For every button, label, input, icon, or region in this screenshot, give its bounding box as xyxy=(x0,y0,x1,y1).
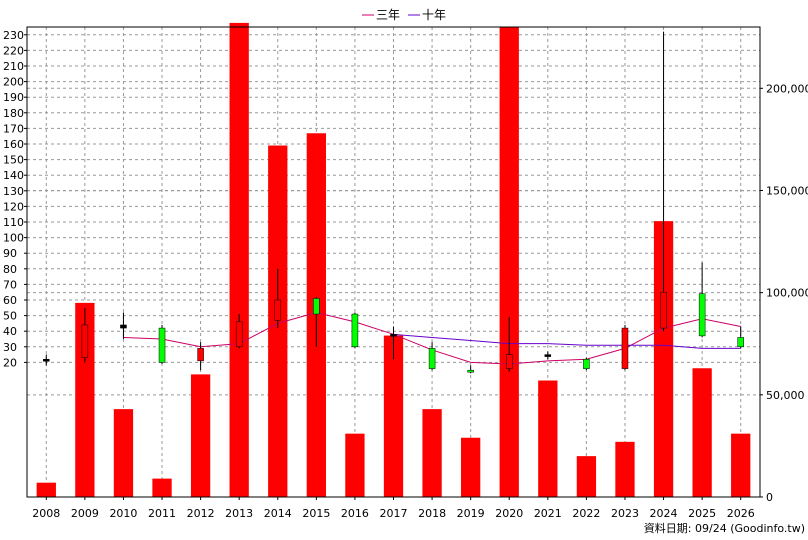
volume-bar-2013 xyxy=(229,22,249,497)
candle-body-2023 xyxy=(621,327,629,369)
legend-label-3yr: 三年 xyxy=(376,8,400,22)
price-tick-label: 210 xyxy=(3,60,24,73)
price-tick-label: 160 xyxy=(3,138,24,151)
candle-body-2022 xyxy=(583,359,590,369)
price-tick-label: 90 xyxy=(3,247,17,260)
year-tick-label: 2011 xyxy=(148,507,176,520)
volume-bars xyxy=(36,22,751,498)
year-tick-label: 2013 xyxy=(225,507,253,520)
candle-body-2012 xyxy=(197,348,204,362)
volume-bar-2021 xyxy=(538,380,558,497)
volume-bar-2010 xyxy=(113,409,134,497)
legend: 三年 十年 xyxy=(362,8,446,22)
year-tick-label: 2015 xyxy=(302,507,330,520)
volume-bar-2008 xyxy=(36,482,56,497)
volume-bar-2020 xyxy=(499,27,519,497)
price-tick-label: 70 xyxy=(3,278,17,291)
price-tick-label: 150 xyxy=(3,154,24,167)
price-tick-label: 40 xyxy=(3,325,17,338)
year-tick-label: 2012 xyxy=(187,507,215,520)
volume-tick-label: 200,000 xyxy=(766,82,808,95)
volume-tick-label: 100,000 xyxy=(766,287,808,300)
candle-body-2024 xyxy=(660,291,667,329)
candle-body-2026 xyxy=(737,337,744,348)
volume-axis-labels: 200,000 150,000 100,000 50,000 0 xyxy=(766,82,808,504)
year-tick-label: 2018 xyxy=(418,507,446,520)
candle-body-2009 xyxy=(81,324,89,358)
volume-bar-2022 xyxy=(576,456,597,497)
candle-body-2013 xyxy=(235,321,243,348)
volume-bar-2018 xyxy=(422,409,442,497)
candle-body-2019 xyxy=(467,369,474,373)
candle-body-2010 xyxy=(120,324,127,329)
year-axis-labels: 2008 2009 2010 2011 2012 2013 2014 2015 2016 2017… xyxy=(32,507,754,520)
candle-body-2021 xyxy=(544,354,552,357)
candle-body-2017 xyxy=(390,334,397,337)
volume-bar-2025 xyxy=(692,368,712,497)
year-tick-label: 2020 xyxy=(495,507,523,520)
volume-bar-2016 xyxy=(345,433,365,497)
price-tick-label: 110 xyxy=(3,216,24,229)
year-tick-label: 2021 xyxy=(534,507,562,520)
price-tick-label: 200 xyxy=(3,76,24,89)
candle-body-2008 xyxy=(43,359,50,362)
volume-bar-2023 xyxy=(615,441,635,497)
series-line-10yr xyxy=(393,333,741,349)
volume-bar-2026 xyxy=(731,433,751,497)
price-tick-label: 190 xyxy=(3,91,24,104)
volume-bar-2017 xyxy=(383,335,404,497)
year-tick-label: 2017 xyxy=(380,507,408,520)
candle-body-2016 xyxy=(351,313,359,348)
candle-body-2018 xyxy=(428,348,436,369)
price-tick-label: 130 xyxy=(3,185,24,198)
price-tick-label: 230 xyxy=(3,29,24,42)
price-tick-label: 30 xyxy=(3,341,17,354)
year-tick-label: 2016 xyxy=(341,507,369,520)
price-tick-label: 100 xyxy=(3,232,24,245)
legend-label-10yr: 十年 xyxy=(422,8,446,22)
year-tick-label: 2023 xyxy=(611,507,639,520)
price-tick-label: 50 xyxy=(3,310,17,323)
candlesticks xyxy=(43,31,744,374)
price-tick-label: 20 xyxy=(3,356,17,369)
price-tick-label: 120 xyxy=(3,200,24,213)
year-tick-label: 2019 xyxy=(457,507,485,520)
price-tick-label: 140 xyxy=(3,169,24,182)
year-tick-label: 2010 xyxy=(109,507,137,520)
volume-tick-label: 150,000 xyxy=(766,184,808,197)
year-tick-label: 2024 xyxy=(650,507,678,520)
candle-body-2011 xyxy=(158,327,166,363)
candle-body-2025 xyxy=(698,293,706,337)
candle-body-2020 xyxy=(505,354,513,369)
year-tick-label: 2022 xyxy=(572,507,600,520)
price-tick-label: 220 xyxy=(3,44,24,57)
candle-body-2014 xyxy=(274,299,282,321)
volume-bar-2011 xyxy=(152,478,172,497)
price-tick-label: 170 xyxy=(3,122,24,135)
data-date-credit: 資料日期: 09/24 (Goodinfo.tw) xyxy=(644,521,805,535)
volume-bar-2012 xyxy=(190,374,211,497)
price-tick-label: 80 xyxy=(3,263,17,276)
volume-bar-2024 xyxy=(653,221,674,497)
volume-bar-2009 xyxy=(75,302,95,497)
volume-tick-label: 0 xyxy=(766,491,773,504)
price-tick-label: 180 xyxy=(3,107,24,120)
year-tick-label: 2025 xyxy=(688,507,716,520)
price-axis-labels: 230 220 210 200 190 180 170 160 150 140 130 120 110 1… xyxy=(3,29,24,370)
year-tick-label: 2026 xyxy=(727,507,755,520)
year-tick-label: 2008 xyxy=(32,507,60,520)
axes xyxy=(24,26,763,500)
year-tick-label: 2014 xyxy=(264,507,292,520)
volume-bar-2019 xyxy=(461,437,481,497)
volume-tick-label: 50,000 xyxy=(766,389,805,402)
price-tick-label: 60 xyxy=(3,294,17,307)
year-tick-label: 2009 xyxy=(71,507,99,520)
candle-body-2015 xyxy=(313,298,320,315)
